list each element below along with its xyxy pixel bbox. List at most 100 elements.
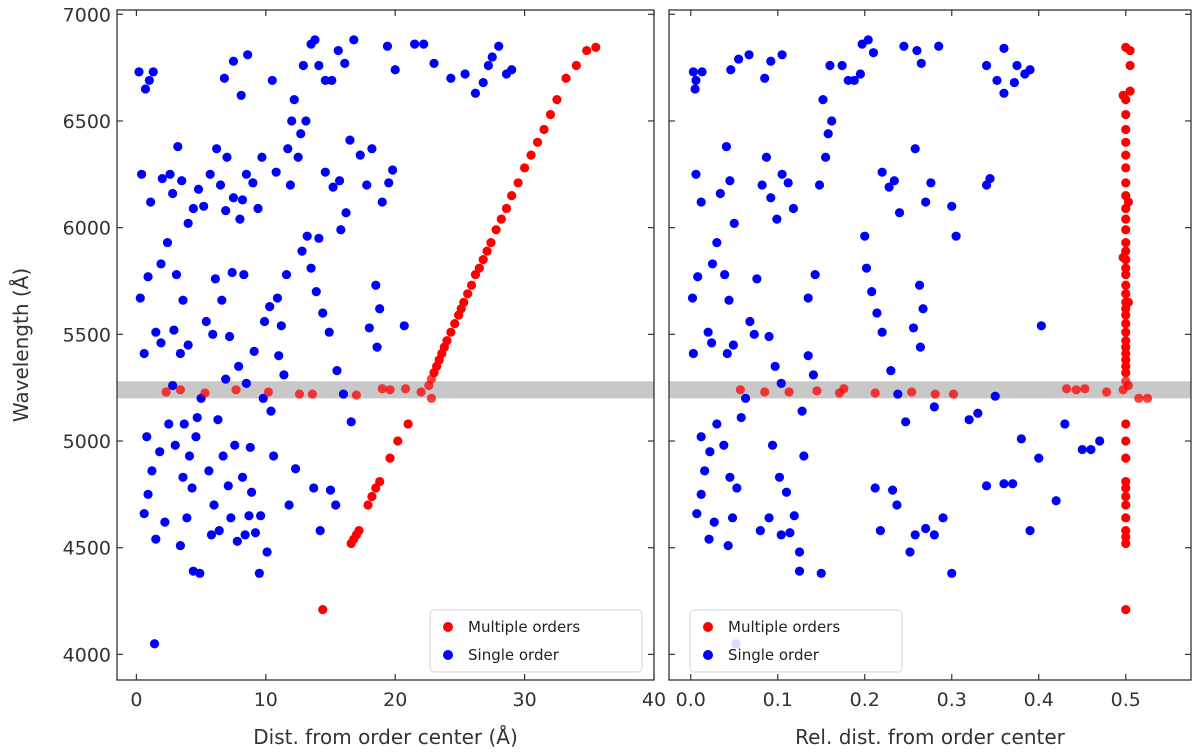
data-point xyxy=(712,237,722,248)
data-point xyxy=(894,208,905,218)
data-point xyxy=(294,389,305,399)
data-point xyxy=(757,180,767,190)
data-point xyxy=(1121,491,1131,502)
data-point xyxy=(192,412,202,423)
data-point xyxy=(199,201,209,211)
data-point xyxy=(224,331,235,342)
data-point xyxy=(837,60,847,71)
data-point xyxy=(315,526,325,536)
data-point xyxy=(532,137,543,147)
data-point xyxy=(1016,434,1026,444)
data-point xyxy=(246,487,257,497)
data-point xyxy=(1121,348,1131,359)
x-tick-label: 0.2 xyxy=(850,689,880,711)
data-point xyxy=(910,530,920,540)
data-point xyxy=(336,225,346,235)
data-point xyxy=(410,39,420,49)
data-point xyxy=(1121,109,1131,120)
data-point xyxy=(302,231,312,241)
data-point xyxy=(861,263,872,273)
data-point xyxy=(1121,538,1131,549)
data-point xyxy=(735,385,745,395)
legend-marker xyxy=(703,622,713,632)
data-point xyxy=(191,432,201,442)
data-point xyxy=(416,387,426,397)
data-point xyxy=(400,384,411,394)
data-point xyxy=(870,388,880,398)
data-point xyxy=(734,54,744,64)
data-point xyxy=(691,169,701,179)
data-point xyxy=(320,75,330,86)
data-point xyxy=(1121,150,1131,160)
data-point xyxy=(992,75,1002,86)
data-point xyxy=(250,528,261,538)
data-point xyxy=(320,167,330,177)
data-point xyxy=(486,237,496,248)
data-point xyxy=(226,513,236,523)
data-point xyxy=(237,472,248,482)
data-point xyxy=(355,150,365,160)
data-point xyxy=(908,323,919,333)
data-point xyxy=(253,203,263,214)
data-point xyxy=(200,388,210,398)
data-point xyxy=(821,152,831,162)
data-point xyxy=(446,327,456,337)
data-point xyxy=(146,197,156,207)
data-point xyxy=(290,464,301,474)
data-point xyxy=(539,124,549,135)
data-point xyxy=(177,176,187,186)
data-point xyxy=(257,152,267,162)
x-tick-label: 0.5 xyxy=(1111,689,1141,711)
data-point xyxy=(244,511,254,521)
legend-box xyxy=(429,609,643,673)
data-point xyxy=(170,440,180,450)
data-point xyxy=(311,287,321,297)
x-axis-label: Dist. from order center (Å) xyxy=(253,725,518,749)
data-point xyxy=(990,391,1000,401)
data-point xyxy=(736,412,746,423)
data-point xyxy=(749,329,759,339)
data-point xyxy=(1012,60,1022,71)
data-point xyxy=(175,348,186,359)
data-point xyxy=(1025,65,1035,75)
data-point xyxy=(1142,393,1153,403)
data-point xyxy=(767,440,778,450)
data-point xyxy=(797,406,807,416)
data-point xyxy=(1121,604,1131,615)
data-point xyxy=(183,340,193,350)
data-point xyxy=(306,263,316,273)
data-point xyxy=(367,144,377,154)
data-point xyxy=(1123,197,1133,207)
data-point xyxy=(860,231,870,241)
data-point xyxy=(241,169,251,179)
data-point xyxy=(722,348,732,359)
data-point xyxy=(248,178,258,188)
legend: Multiple orders Single order xyxy=(429,609,643,673)
data-point xyxy=(777,169,787,179)
data-point xyxy=(296,129,306,139)
data-point xyxy=(136,169,147,179)
data-point xyxy=(333,45,343,56)
data-point xyxy=(482,246,492,256)
data-point xyxy=(1123,380,1133,391)
data-point xyxy=(182,513,192,523)
data-point xyxy=(740,393,751,403)
data-point xyxy=(142,432,152,442)
data-point xyxy=(1121,513,1131,523)
data-point xyxy=(279,370,289,380)
data-point xyxy=(823,129,833,139)
data-point xyxy=(755,526,765,536)
data-point xyxy=(981,60,992,71)
data-point xyxy=(545,109,556,120)
data-point xyxy=(354,526,364,536)
data-point xyxy=(709,517,719,527)
data-point xyxy=(707,338,717,348)
data-point xyxy=(307,389,317,399)
data-point xyxy=(770,361,780,371)
data-point xyxy=(328,182,338,192)
data-point xyxy=(1121,289,1131,299)
data-point xyxy=(693,272,703,282)
data-point xyxy=(157,173,167,184)
data-point xyxy=(1025,526,1035,536)
data-point xyxy=(872,308,882,318)
